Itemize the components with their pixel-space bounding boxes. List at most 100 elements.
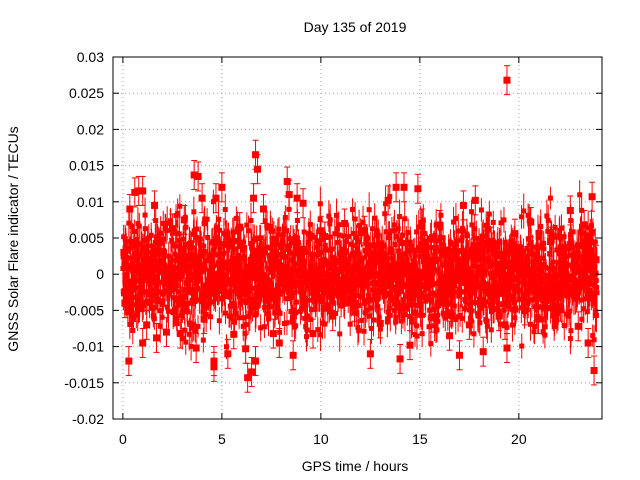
- noise-point: [452, 289, 458, 295]
- noise-point: [356, 328, 362, 334]
- noise-point: [168, 276, 174, 282]
- noise-point: [160, 236, 166, 242]
- noise-point: [282, 214, 288, 220]
- noise-point: [308, 264, 314, 270]
- noise-point: [449, 289, 455, 295]
- noise-point: [304, 313, 310, 319]
- noise-point: [495, 272, 501, 278]
- noise-point: [304, 334, 310, 340]
- noise-point: [166, 253, 172, 259]
- noise-point: [185, 300, 191, 306]
- noise-point: [120, 266, 126, 272]
- noise-point: [313, 271, 319, 277]
- noise-point: [450, 312, 456, 318]
- noise-point: [293, 299, 299, 305]
- noise-point: [468, 304, 474, 310]
- noise-point: [388, 291, 394, 297]
- noise-point: [439, 300, 445, 306]
- noise-point: [502, 274, 508, 280]
- noise-point: [343, 281, 349, 287]
- noise-point: [461, 280, 467, 286]
- noise-point: [155, 280, 161, 286]
- noise-point: [459, 315, 465, 321]
- noise-point: [134, 257, 140, 263]
- noise-point: [228, 241, 234, 247]
- noise-point: [274, 283, 280, 289]
- noise-point: [340, 233, 346, 239]
- noise-point: [275, 232, 281, 238]
- noise-point: [223, 272, 229, 278]
- noise-point: [581, 306, 587, 312]
- noise-point: [255, 265, 261, 271]
- noise-point: [292, 283, 298, 289]
- noise-point: [355, 325, 361, 331]
- noise-point: [362, 297, 368, 303]
- noise-point: [412, 292, 418, 298]
- noise-point: [563, 253, 569, 259]
- data-point: [236, 223, 244, 231]
- noise-point: [133, 250, 139, 256]
- noise-point: [304, 278, 310, 284]
- noise-point: [354, 299, 360, 305]
- noise-point: [461, 228, 467, 234]
- noise-point: [130, 327, 136, 333]
- noise-point: [152, 274, 158, 280]
- noise-point: [460, 268, 466, 274]
- noise-point: [554, 247, 560, 253]
- noise-point: [153, 304, 159, 310]
- noise-point: [362, 310, 368, 316]
- noise-point: [568, 328, 574, 334]
- noise-point: [159, 314, 165, 320]
- noise-point: [295, 240, 301, 246]
- noise-point: [369, 325, 375, 331]
- noise-point: [311, 251, 317, 257]
- noise-point: [506, 300, 512, 306]
- noise-point: [194, 226, 200, 232]
- noise-point: [588, 247, 594, 253]
- noise-point: [440, 235, 446, 241]
- noise-point: [417, 254, 423, 260]
- noise-point: [180, 269, 186, 275]
- noise-point: [447, 286, 453, 292]
- noise-point: [467, 247, 473, 253]
- noise-point: [244, 222, 250, 228]
- noise-point: [418, 284, 424, 290]
- noise-point: [416, 297, 422, 303]
- noise-point: [195, 323, 201, 329]
- noise-point: [309, 255, 315, 261]
- noise-point: [423, 298, 429, 304]
- noise-point: [334, 268, 340, 274]
- noise-point: [152, 292, 158, 298]
- noise-point: [459, 289, 465, 295]
- data-point: [151, 201, 159, 209]
- noise-point: [519, 343, 525, 349]
- noise-point: [477, 271, 483, 277]
- noise-point: [525, 212, 531, 218]
- noise-point: [352, 266, 358, 272]
- noise-point: [268, 304, 274, 310]
- noise-point: [472, 226, 478, 232]
- noise-point: [292, 290, 298, 296]
- noise-point: [572, 296, 578, 302]
- noise-band: [120, 180, 600, 361]
- noise-point: [365, 247, 371, 253]
- data-point: [269, 330, 277, 338]
- noise-point: [556, 295, 562, 301]
- noise-point: [176, 237, 182, 243]
- noise-point: [494, 245, 500, 251]
- noise-point: [317, 294, 323, 300]
- noise-point: [587, 237, 593, 243]
- data-point: [259, 205, 267, 213]
- noise-point: [221, 273, 227, 279]
- noise-point: [334, 212, 340, 218]
- noise-point: [276, 241, 282, 247]
- noise-point: [307, 269, 313, 275]
- noise-point: [294, 217, 300, 223]
- noise-point: [521, 208, 527, 214]
- noise-point: [369, 268, 375, 274]
- noise-point: [577, 192, 583, 198]
- noise-point: [405, 287, 411, 293]
- noise-point: [127, 245, 133, 251]
- noise-point: [538, 265, 544, 271]
